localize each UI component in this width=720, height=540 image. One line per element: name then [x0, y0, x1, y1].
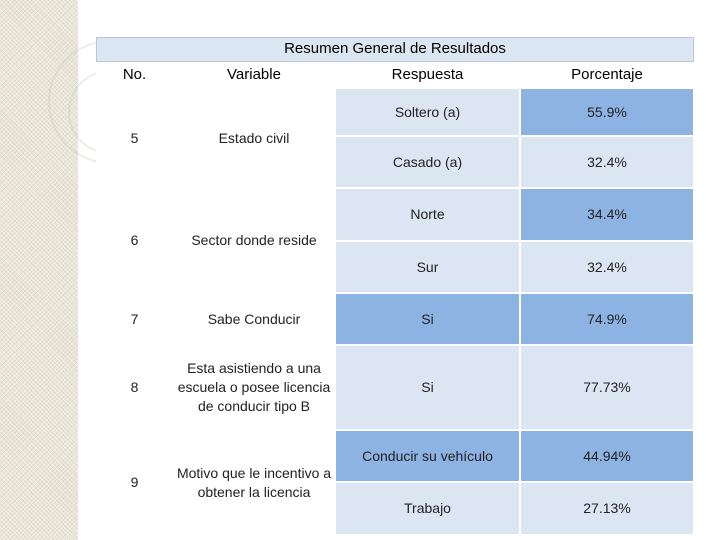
- porcentaje: 32.4%: [520, 136, 694, 188]
- column-header: Respuesta: [335, 62, 520, 88]
- respuesta: Sur: [335, 241, 520, 293]
- variable: Estado civil: [173, 88, 335, 188]
- porcentaje: 34.4%: [520, 188, 694, 241]
- respuesta: Norte: [335, 188, 520, 241]
- porcentaje: 44.94%: [520, 430, 694, 482]
- variable: Motivo que le incentivo a obtener la lic…: [173, 430, 335, 535]
- row-number: 7: [96, 293, 173, 345]
- row-number: 5: [96, 88, 173, 188]
- row-number: 6: [96, 188, 173, 293]
- respuesta: Si: [335, 345, 520, 430]
- respuesta: Conducir su vehículo: [335, 430, 520, 482]
- column-header: Variable: [173, 62, 335, 88]
- porcentaje: 74.9%: [520, 293, 694, 345]
- column-header: No.: [96, 62, 173, 88]
- porcentaje: 32.4%: [520, 241, 694, 293]
- variable: Sabe Conducir: [173, 293, 335, 345]
- column-header: Porcentaje: [520, 62, 694, 88]
- respuesta: Trabajo: [335, 482, 520, 535]
- respuesta: Casado (a): [335, 136, 520, 188]
- row-number: 9: [96, 430, 173, 535]
- variable: Sector donde reside: [173, 188, 335, 293]
- respuesta: Soltero (a): [335, 88, 520, 136]
- variable: Esta asistiendo a una escuela o posee li…: [173, 345, 335, 430]
- porcentaje: 77.73%: [520, 345, 694, 430]
- porcentaje: 55.9%: [520, 88, 694, 136]
- respuesta: Si: [335, 293, 520, 345]
- row-number: 8: [96, 345, 173, 430]
- porcentaje: 27.13%: [520, 482, 694, 535]
- table-title: Resumen General de Resultados: [96, 37, 694, 62]
